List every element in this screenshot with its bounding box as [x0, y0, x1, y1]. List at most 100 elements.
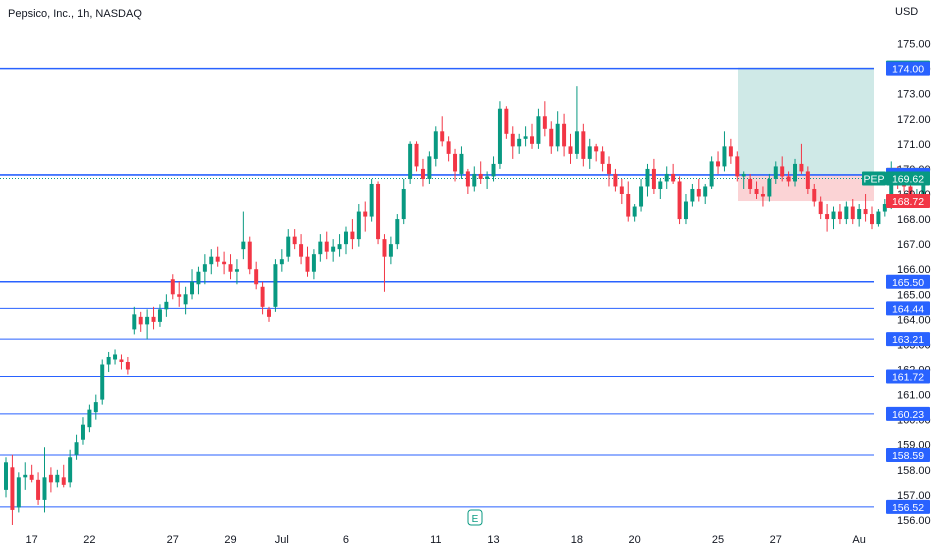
candle-body — [16, 477, 21, 508]
y-tick-label: 164.00 — [897, 314, 931, 326]
candle-body — [241, 241, 246, 250]
candle-body — [793, 163, 798, 182]
y-tick-label: 168.00 — [897, 214, 931, 226]
y-tick-label: 173.00 — [897, 89, 931, 101]
candle-body — [908, 186, 913, 202]
x-tick-label: 22 — [83, 534, 95, 546]
candle-body — [536, 116, 541, 144]
candle-body — [324, 241, 329, 252]
y-tick-label: 157.00 — [897, 490, 931, 502]
price-tag-label: 158.59 — [892, 450, 924, 462]
candle-body — [754, 188, 759, 194]
price-tag-label: 163.21 — [892, 334, 924, 346]
candle-body — [209, 256, 214, 265]
candle-body — [42, 477, 47, 500]
x-axis: 17 22 27 29 Jul 6 11 13 18 20 25 27 Au — [26, 534, 866, 546]
candle-body — [247, 241, 252, 270]
candle-body — [523, 136, 528, 139]
x-tick-label: Au — [852, 534, 865, 546]
candle-body — [376, 183, 381, 240]
price-tag — [886, 301, 930, 316]
candle-body — [767, 178, 772, 197]
candle-body — [286, 236, 291, 257]
candle-body — [151, 316, 156, 322]
x-tick-label: 13 — [487, 534, 499, 546]
price-tag — [886, 194, 930, 209]
candle-body — [177, 294, 182, 297]
y-tick-label: 166.00 — [897, 264, 931, 276]
candle-body — [870, 214, 874, 225]
candle-body — [594, 146, 599, 152]
horizontal-levels — [0, 67, 874, 508]
candle-body — [234, 269, 239, 272]
earnings-marker-label: E — [472, 514, 479, 525]
y-tick-label: 165.00 — [897, 289, 931, 301]
x-tick-label: 25 — [712, 534, 724, 546]
candle-body — [696, 188, 701, 197]
candle-body — [607, 163, 611, 174]
candle-body — [170, 279, 175, 295]
candle-body — [382, 239, 387, 257]
price-tag — [886, 332, 930, 347]
price-tag-label: 156.52 — [892, 502, 924, 514]
price-tag-label: 165.50 — [892, 277, 924, 289]
candle-body — [388, 244, 393, 257]
chart-title: Pepsico, Inc., 1h, NASDAQ — [8, 8, 142, 20]
candle-body — [465, 171, 470, 187]
candle-body — [857, 209, 862, 220]
price-tag-label: 174.00 — [892, 64, 924, 76]
y-tick-label: 172.00 — [897, 114, 931, 126]
candle-body — [716, 161, 721, 167]
candle-body — [549, 128, 554, 147]
candle-body — [530, 136, 535, 144]
target-zone — [738, 67, 874, 175]
x-tick-label: Jul — [275, 534, 289, 546]
candle-body — [812, 188, 817, 202]
currency-label: USD — [895, 6, 918, 18]
candle-body — [831, 211, 836, 220]
candle-body — [23, 474, 28, 478]
y-tick-label: 161.00 — [897, 390, 931, 402]
candle-body — [299, 244, 304, 257]
candle-body — [497, 108, 502, 164]
candle-body — [119, 359, 124, 362]
price-tag — [886, 274, 930, 289]
price-tag — [886, 61, 930, 76]
candle-body — [581, 131, 586, 159]
candle-body — [472, 173, 477, 187]
candle-body — [215, 256, 220, 262]
candle-body — [433, 131, 438, 159]
earnings-marker[interactable]: E — [467, 509, 483, 526]
price-tag-label: 161.72 — [892, 372, 924, 384]
candle-body — [735, 156, 740, 177]
x-tick-label: 27 — [167, 534, 179, 546]
candle-body — [786, 176, 791, 182]
candle-body — [331, 246, 336, 252]
candle-body — [844, 206, 849, 220]
candle-body — [145, 316, 150, 325]
candle-body — [709, 161, 714, 187]
y-tick-label: 158.00 — [897, 465, 931, 477]
candle-body — [658, 181, 663, 189]
candle-body — [683, 201, 688, 220]
candle-body — [504, 108, 509, 134]
candle-body — [93, 402, 98, 413]
candle-body — [10, 467, 15, 510]
candle-body — [260, 286, 265, 307]
price-tag-label: 169.62 — [892, 173, 924, 185]
candle-body — [825, 214, 830, 220]
candle-body — [401, 188, 406, 220]
candle-body — [805, 171, 810, 189]
candle-body — [645, 168, 650, 187]
candle-body — [876, 211, 881, 225]
candle-body — [273, 264, 278, 307]
x-tick-label: 20 — [629, 534, 641, 546]
candle-body — [818, 201, 823, 215]
candle-body — [350, 231, 355, 240]
y-tick-label: 175.00 — [897, 39, 931, 51]
candle-body — [863, 209, 868, 215]
y-tick-label: 167.00 — [897, 239, 931, 251]
candle-body — [132, 314, 137, 330]
